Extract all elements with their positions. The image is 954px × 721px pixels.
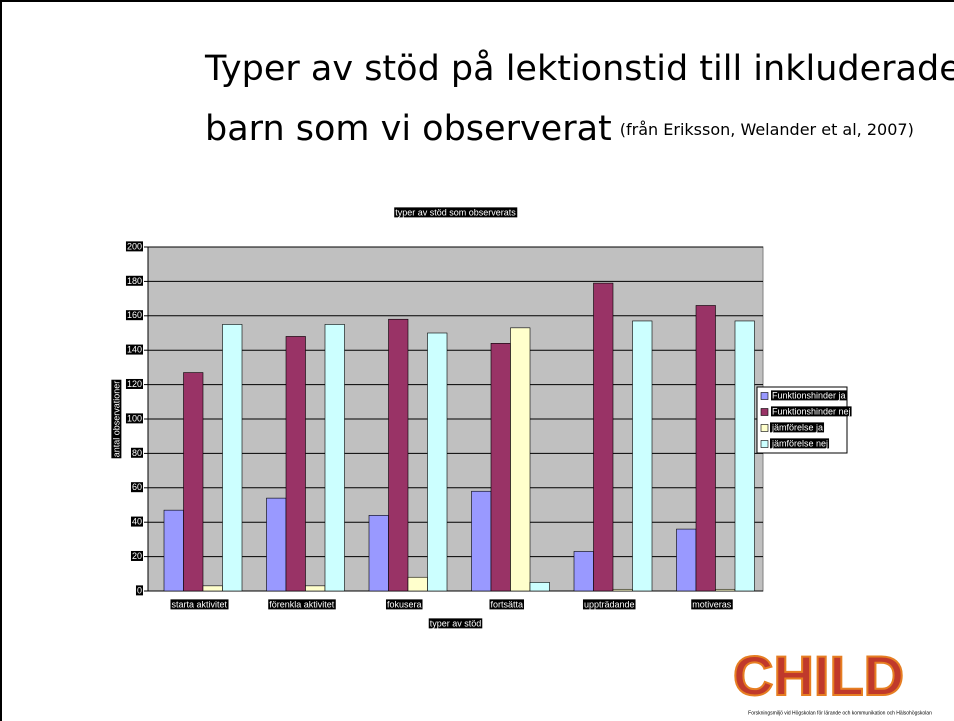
bar: [183, 372, 204, 592]
x-tick-label: fortsätta: [490, 599, 523, 609]
label-bg: [770, 422, 825, 433]
bar: [388, 318, 409, 592]
legend-label: jämförelse ja: [771, 422, 823, 432]
slide-title-part: barn som vi observerat: [205, 109, 612, 149]
chart-title: typer av stöd som observerats: [395, 207, 516, 217]
x-axis-label: typer av stöd: [430, 618, 482, 628]
label-bg: [125, 310, 143, 321]
y-tick-label: 140: [127, 345, 142, 355]
bar: [676, 528, 697, 592]
y-axis-label: antal observationer: [111, 381, 121, 458]
bar: [407, 576, 428, 592]
bar: [695, 305, 716, 592]
label-bg: [489, 599, 525, 610]
label-bg: [130, 447, 143, 458]
bar: [427, 332, 448, 592]
y-tick-label: 200: [127, 241, 142, 251]
label-bg: [130, 516, 143, 527]
x-tick-label: motiveras: [692, 599, 732, 609]
x-tick-label: uppträdande: [584, 599, 635, 609]
bar: [324, 324, 345, 592]
slide-title-line2: barn som vi observerat (från Eriksson, We…: [205, 109, 914, 149]
y-tick-label: 60: [132, 482, 142, 492]
label-bg: [125, 344, 143, 355]
label-bg: [771, 406, 852, 417]
label-bg: [125, 413, 143, 424]
bar: [529, 582, 550, 592]
y-tick-label: 100: [127, 413, 142, 423]
bar: [573, 551, 594, 592]
y-tick-label: 0: [137, 585, 142, 595]
legend-swatch: [760, 392, 769, 400]
y-tick-label: 120: [127, 379, 142, 389]
y-tick-label: 80: [132, 448, 142, 458]
x-tick-label: fokusera: [387, 599, 422, 609]
legend-swatch: [760, 408, 769, 416]
x-tick-label: starta aktivitet: [171, 599, 227, 609]
label-bg: [170, 599, 229, 610]
bar: [593, 282, 614, 592]
bar: [202, 585, 223, 592]
label-bg: [130, 550, 143, 561]
label-bg: [268, 599, 336, 610]
logo: CHILD Forskningsmiljö vid Högskolan för …: [732, 643, 932, 717]
label-bg: [111, 379, 122, 459]
label-bg: [130, 482, 143, 493]
label-bg: [125, 378, 143, 389]
label-bg: [691, 599, 733, 610]
x-tick-label: förenkla aktivitet: [269, 599, 335, 609]
bar: [222, 324, 243, 592]
bar: [305, 585, 326, 592]
y-tick-label: 160: [127, 310, 142, 320]
legend-label: Funktionshinder nej: [772, 406, 851, 416]
logo-text: CHILD: [733, 644, 904, 707]
bar: [510, 327, 531, 592]
y-tick-label: 40: [132, 517, 142, 527]
y-tick-label: 180: [127, 276, 142, 286]
label-bg: [428, 618, 483, 629]
bar: [285, 336, 306, 592]
slide-title: Typer av stöd på lektionstid till inklud…: [204, 48, 954, 89]
legend-label: Funktionshinder ja: [772, 390, 846, 400]
label-bg: [125, 241, 143, 252]
legend-swatch: [760, 424, 769, 432]
bar: [632, 320, 653, 592]
legend-swatch: [760, 440, 769, 448]
label-bg: [582, 599, 636, 610]
label-bg: [394, 207, 518, 218]
logo-caption: Forskningsmiljö vid Högskolan för lärand…: [748, 710, 932, 716]
y-tick-label: 20: [132, 551, 142, 561]
legend-label: jämförelse nej: [771, 438, 828, 448]
bar: [368, 515, 389, 592]
bar: [266, 497, 287, 592]
bar: [715, 588, 736, 592]
bar: [734, 320, 755, 592]
label-bg: [135, 585, 143, 596]
label-bg: [770, 438, 830, 449]
label-bg: [125, 275, 143, 286]
bar: [490, 343, 511, 592]
label-bg: [771, 390, 847, 401]
bar: [471, 490, 492, 592]
bar: [612, 588, 633, 592]
bar: [163, 509, 184, 592]
citation: (från Eriksson, Welander et al, 2007): [620, 120, 914, 139]
label-bg: [385, 599, 423, 610]
